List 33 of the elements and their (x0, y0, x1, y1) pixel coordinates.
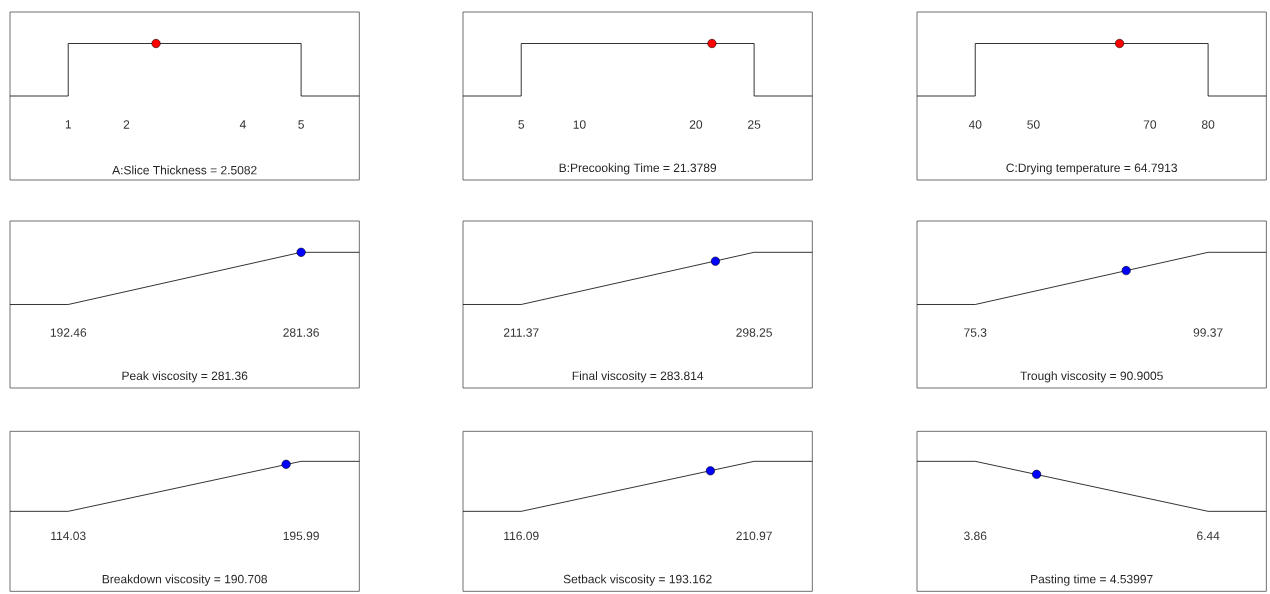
x-axis-title: Pasting time = 4.53997 (1031, 574, 1153, 586)
x-axis-title: Setback viscosity = 193.162 (563, 574, 712, 586)
x-tick-label: 114.03 (51, 531, 86, 541)
x-tick-label: 25 (748, 120, 761, 129)
x-tick-label: 192.46 (50, 328, 87, 337)
x-tick-label: 5 (298, 120, 304, 129)
x-axis-title: B:Precooking Time = 21.3789 (559, 163, 717, 175)
x-tick-label: 116.09 (504, 531, 539, 541)
x-axis-title: Breakdown viscosity = 190.708 (102, 574, 267, 586)
x-tick-label: 211.37 (503, 328, 539, 337)
x-tick-label: 3.86 (964, 531, 987, 541)
x-tick-label: 40 (968, 120, 982, 129)
x-tick-label: 5 (518, 120, 525, 129)
x-axis-title: Trough viscosity = 90.9005 (1020, 371, 1163, 383)
x-tick-label: 70 (1143, 120, 1157, 129)
x-axis-title: Peak viscosity = 281.36 (122, 371, 248, 383)
x-tick-label: 80 (1201, 120, 1215, 129)
x-axis-title: A:Slice Thickness = 2.5082 (112, 165, 257, 175)
x-tick-label: 298.25 (736, 328, 772, 337)
x-tick-label: 210.97 (736, 531, 772, 541)
x-tick-label: 4 (239, 120, 246, 129)
x-tick-label: 20 (689, 120, 703, 129)
x-tick-label: 6.44 (1197, 531, 1220, 541)
x-tick-label: 50 (1027, 120, 1040, 129)
x-tick-label: 99.37 (1193, 328, 1223, 337)
x-axis-title: Final viscosity = 283.814 (572, 371, 704, 383)
x-tick-label: 2 (123, 120, 130, 129)
x-tick-label: 75.3 (964, 328, 987, 337)
x-tick-label: 10 (573, 120, 586, 129)
x-axis-title: C:Drying temperature = 64.7913 (1006, 163, 1177, 175)
x-tick-label: 1 (65, 120, 71, 129)
x-tick-label: 281.36 (283, 328, 319, 337)
x-tick-label: 195.99 (283, 531, 319, 541)
